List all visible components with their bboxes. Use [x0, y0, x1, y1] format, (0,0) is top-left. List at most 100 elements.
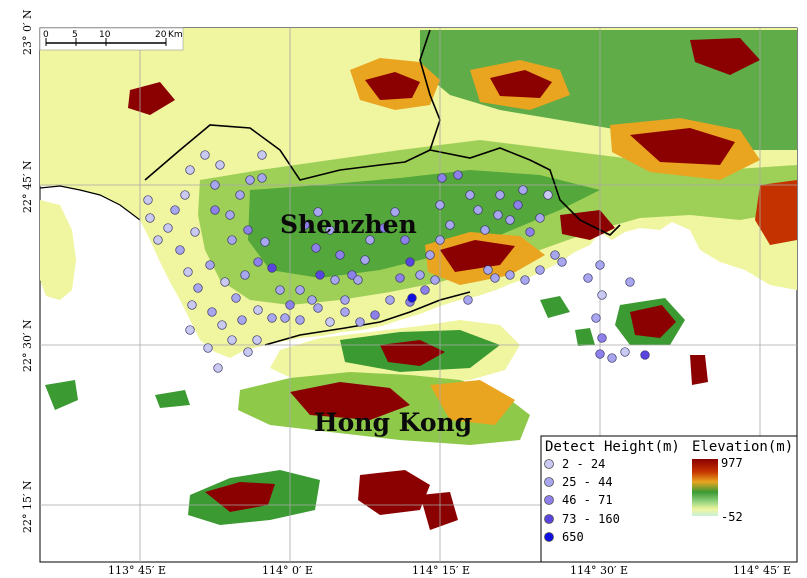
station-marker	[400, 235, 410, 245]
station-marker	[243, 225, 253, 235]
station-marker	[480, 225, 490, 235]
west-peninsula	[40, 200, 76, 300]
station-marker	[257, 150, 267, 160]
station-marker	[505, 215, 515, 225]
station-marker	[245, 175, 255, 185]
station-marker	[243, 347, 253, 357]
lat-label-22-15: 22° 15′ N	[21, 480, 34, 533]
station-marker	[220, 277, 230, 287]
hk-peak-2	[430, 380, 515, 425]
station-marker	[217, 320, 227, 330]
place-label-hong-kong: Hong Kong	[314, 408, 472, 437]
station-marker	[379, 223, 389, 233]
station-marker	[445, 220, 455, 230]
station-marker	[395, 273, 405, 283]
island-small-1	[690, 355, 708, 385]
detect-class-label: 2 - 24	[562, 457, 605, 471]
station-marker	[425, 250, 435, 260]
detect-class-label: 650	[562, 530, 584, 544]
station-marker	[257, 173, 267, 183]
station-marker	[163, 223, 173, 233]
station-marker	[170, 205, 180, 215]
station-marker	[200, 150, 210, 160]
scale-label-10: 10	[99, 30, 111, 40]
shenzhen-ridge-top	[440, 240, 515, 272]
station-marker	[420, 285, 430, 295]
station-marker	[473, 205, 483, 215]
station-marker	[300, 220, 310, 230]
station-marker	[520, 275, 530, 285]
detect-class-label: 46 - 71	[562, 493, 613, 507]
station-marker	[253, 257, 263, 267]
station-marker	[370, 310, 380, 320]
station-marker	[225, 210, 235, 220]
station-marker	[360, 255, 370, 265]
detect-class-swatch	[544, 477, 554, 487]
island-small-5	[155, 390, 190, 408]
station-marker	[295, 315, 305, 325]
station-marker	[483, 265, 493, 275]
station-marker	[597, 290, 607, 300]
station-marker	[513, 200, 523, 210]
station-marker	[311, 243, 321, 253]
station-marker	[210, 180, 220, 190]
station-marker	[518, 185, 528, 195]
elevation-max-label: 977	[721, 456, 743, 470]
hk-peak	[290, 382, 410, 420]
station-marker	[607, 353, 617, 363]
detect-class-swatch	[544, 459, 554, 469]
station-marker	[595, 349, 605, 359]
station-marker	[267, 263, 277, 273]
peak-east	[755, 180, 797, 245]
station-marker	[353, 275, 363, 285]
island-east-peak	[630, 305, 676, 338]
station-marker	[205, 260, 215, 270]
island-small-3	[420, 492, 458, 530]
coastline-west	[39, 185, 141, 221]
island-small-7	[575, 328, 595, 346]
station-marker	[267, 313, 277, 323]
station-marker	[175, 245, 185, 255]
lon-label-114-00: 114° 0′ E	[262, 564, 313, 577]
station-marker	[207, 307, 217, 317]
station-marker	[535, 213, 545, 223]
scale-label-0: 0	[43, 30, 49, 40]
station-marker	[227, 335, 237, 345]
station-marker	[143, 195, 153, 205]
station-marker	[185, 165, 195, 175]
station-marker	[340, 295, 350, 305]
lon-label-114-45: 114° 45′ E	[733, 564, 791, 577]
station-marker	[325, 225, 335, 235]
peak-north-2-top	[490, 70, 552, 98]
station-marker	[330, 275, 340, 285]
station-marker	[463, 295, 473, 305]
station-marker	[237, 315, 247, 325]
station-marker	[550, 250, 560, 260]
forest-core	[248, 170, 600, 278]
station-marker	[253, 305, 263, 315]
station-marker	[260, 237, 270, 247]
lat-label-22-45: 22° 45′ N	[21, 160, 34, 213]
station-marker	[215, 160, 225, 170]
scale-label-20: 20	[155, 30, 167, 40]
station-marker	[583, 273, 593, 283]
station-marker	[280, 313, 290, 323]
station-marker	[252, 335, 262, 345]
station-marker	[193, 283, 203, 293]
station-marker	[625, 277, 635, 287]
station-marker	[407, 293, 417, 303]
station-marker	[495, 190, 505, 200]
scale-bar: 0 5 10 20 Km	[39, 27, 184, 51]
station-marker	[213, 363, 223, 373]
lat-label-23-00: 23° 0′ N	[21, 9, 34, 55]
station-marker	[437, 173, 447, 183]
station-marker	[597, 333, 607, 343]
station-marker	[295, 285, 305, 295]
station-marker	[313, 207, 323, 217]
station-marker	[435, 200, 445, 210]
station-marker	[453, 170, 463, 180]
station-marker	[240, 270, 250, 280]
station-marker	[315, 270, 325, 280]
station-marker	[307, 295, 317, 305]
island-small-2	[358, 470, 430, 515]
